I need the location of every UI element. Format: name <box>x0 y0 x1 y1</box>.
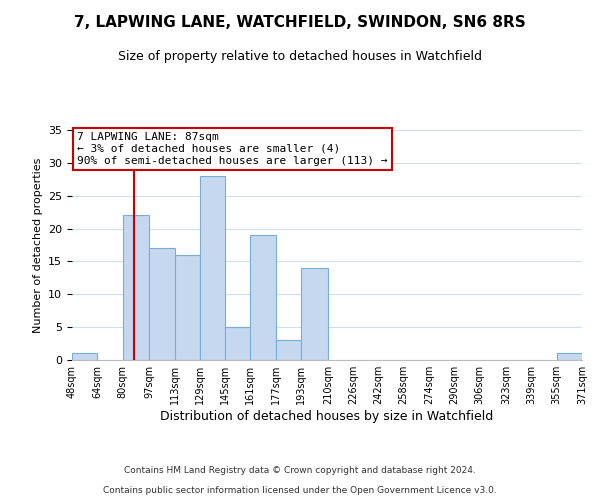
Bar <box>301 268 328 360</box>
Bar <box>122 216 149 360</box>
Bar <box>225 327 250 360</box>
Bar <box>275 340 301 360</box>
Text: 7, LAPWING LANE, WATCHFIELD, SWINDON, SN6 8RS: 7, LAPWING LANE, WATCHFIELD, SWINDON, SN… <box>74 15 526 30</box>
Bar <box>72 354 97 360</box>
Bar <box>200 176 225 360</box>
Text: Contains public sector information licensed under the Open Government Licence v3: Contains public sector information licen… <box>103 486 497 495</box>
Text: Size of property relative to detached houses in Watchfield: Size of property relative to detached ho… <box>118 50 482 63</box>
Bar <box>250 235 275 360</box>
X-axis label: Distribution of detached houses by size in Watchfield: Distribution of detached houses by size … <box>160 410 494 423</box>
Text: 7 LAPWING LANE: 87sqm
← 3% of detached houses are smaller (4)
90% of semi-detach: 7 LAPWING LANE: 87sqm ← 3% of detached h… <box>77 132 388 166</box>
Bar <box>149 248 175 360</box>
Bar <box>175 255 200 360</box>
Text: Contains HM Land Registry data © Crown copyright and database right 2024.: Contains HM Land Registry data © Crown c… <box>124 466 476 475</box>
Y-axis label: Number of detached properties: Number of detached properties <box>32 158 43 332</box>
Bar <box>557 354 582 360</box>
